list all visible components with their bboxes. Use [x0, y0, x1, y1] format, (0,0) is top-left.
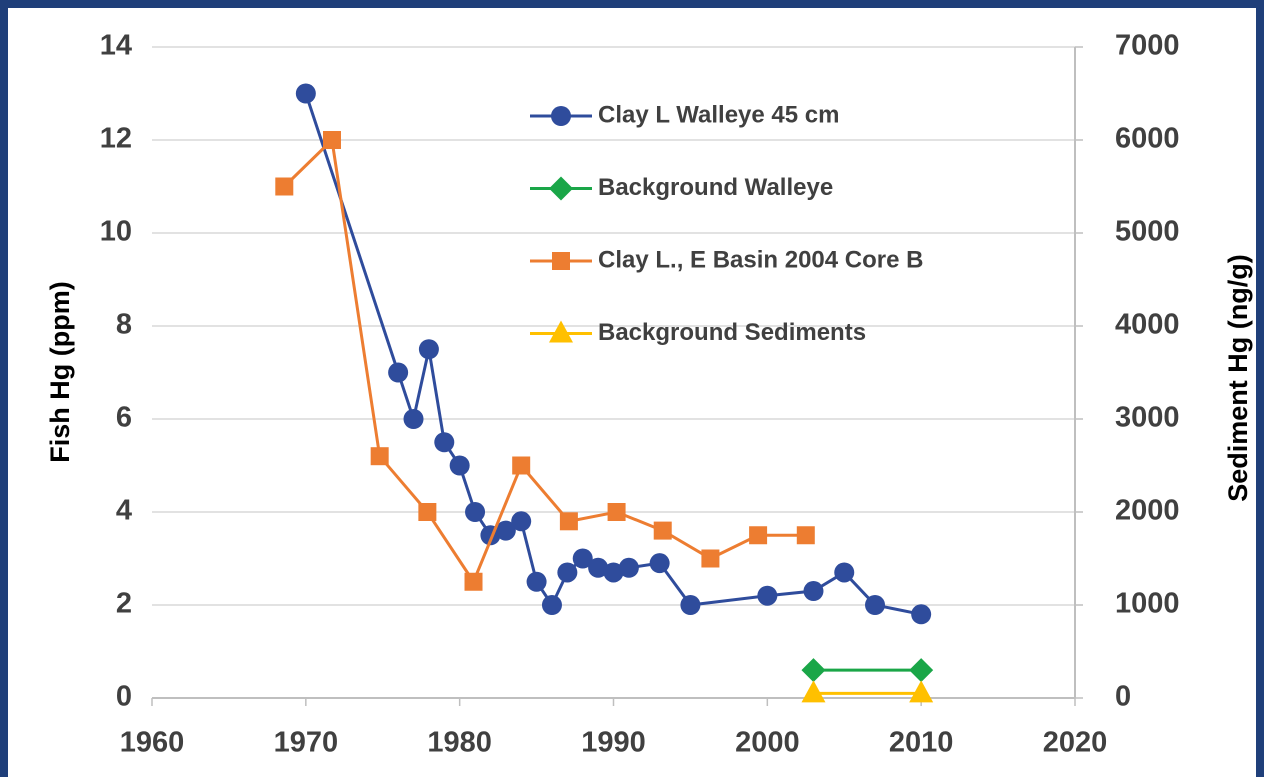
data-point — [370, 447, 389, 466]
data-point — [541, 595, 562, 615]
data-point — [680, 595, 701, 615]
x-tick-label: 1970 — [274, 727, 339, 759]
data-point — [803, 581, 824, 602]
data-point — [511, 511, 532, 532]
legend-marker — [549, 176, 573, 201]
y-tick-label: 6 — [116, 402, 132, 434]
data-point — [388, 362, 409, 383]
data-point — [403, 409, 424, 429]
legend-label: Clay L., E Basin 2004 Core B — [598, 246, 923, 273]
x-tick-label: 1960 — [120, 727, 185, 759]
data-point — [603, 562, 624, 583]
legend-label: Background Walleye — [598, 174, 833, 201]
data-point — [434, 432, 455, 453]
y-tick-label: 10 — [100, 216, 132, 248]
data-point — [275, 177, 294, 196]
data-point — [572, 548, 593, 569]
data-point — [512, 456, 531, 475]
y2-tick-label: 1000 — [1115, 588, 1180, 620]
legend-marker — [549, 320, 573, 343]
data-point — [418, 503, 437, 521]
data-point — [801, 680, 826, 703]
chart-background — [8, 8, 1256, 777]
data-point — [909, 658, 934, 683]
y2-tick-label: 5000 — [1115, 216, 1180, 248]
data-point — [557, 562, 578, 583]
data-point — [649, 553, 670, 574]
y-tick-label: 2 — [116, 588, 132, 620]
data-point — [559, 512, 578, 531]
y2-tick-label: 3000 — [1115, 402, 1180, 434]
y-tick-label: 0 — [116, 681, 132, 713]
legend-label: Background Sediments — [598, 319, 866, 346]
data-point — [911, 604, 932, 625]
data-point — [834, 562, 855, 583]
legend-marker — [552, 252, 570, 270]
data-point — [464, 572, 483, 591]
y-tick-label: 14 — [100, 30, 132, 62]
data-point — [322, 131, 341, 149]
data-point — [801, 658, 826, 683]
x-tick-label: 1990 — [581, 727, 646, 759]
data-point — [418, 339, 439, 360]
data-point — [749, 526, 768, 545]
y2-tick-label: 7000 — [1115, 30, 1180, 62]
x-tick-label: 2020 — [1043, 727, 1108, 759]
x-tick-label: 1980 — [427, 727, 492, 759]
legend-marker — [551, 106, 571, 126]
data-point — [449, 455, 470, 476]
data-point — [796, 526, 815, 545]
y2-tick-label: 4000 — [1115, 309, 1180, 341]
data-point — [465, 502, 486, 522]
data-point — [909, 680, 934, 703]
data-point — [495, 520, 516, 541]
data-point — [607, 503, 626, 521]
y-tick-label: 8 — [116, 309, 132, 341]
y2-tick-label: 0 — [1115, 681, 1131, 713]
x-tick-label: 2010 — [889, 727, 954, 759]
data-point — [526, 571, 547, 592]
y-tick-label: 12 — [100, 123, 132, 155]
data-point — [588, 557, 609, 578]
data-point — [618, 557, 639, 578]
data-point — [757, 585, 778, 606]
y2-axis-title: Sediment Hg (ng/g) — [1223, 254, 1253, 501]
legend-label: Clay L Walleye 45 cm — [598, 101, 839, 128]
y2-tick-label: 6000 — [1115, 123, 1180, 155]
y-tick-label: 4 — [116, 495, 132, 527]
y2-tick-label: 2000 — [1115, 495, 1180, 527]
x-tick-label: 2000 — [735, 727, 800, 759]
data-point — [295, 83, 316, 104]
data-point — [701, 549, 720, 568]
data-point — [653, 521, 672, 540]
data-point — [865, 595, 886, 615]
y-axis-title: Fish Hg (ppm) — [45, 281, 75, 462]
